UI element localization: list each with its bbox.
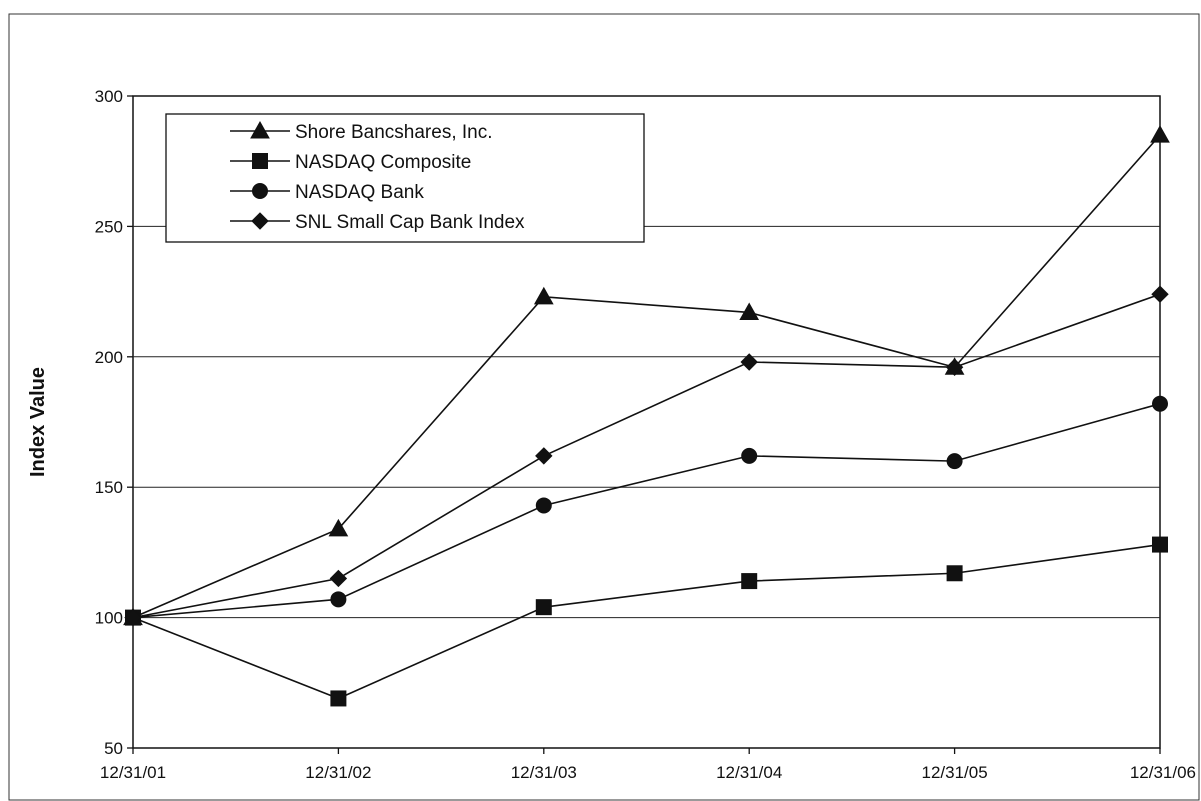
y-axis-ticks: 50 100 150 200 250 300 <box>95 87 133 758</box>
y-axis-title: Index Value <box>27 367 49 477</box>
data-point-diamond <box>329 569 348 588</box>
series-circle <box>125 395 1168 626</box>
legend-item: Shore Bancshares, Inc. <box>230 120 493 143</box>
data-point-square <box>741 573 758 590</box>
legend-marker-square <box>252 153 268 169</box>
legend-marker-diamond <box>251 212 269 230</box>
y-tick-label: 200 <box>95 348 123 367</box>
legend-item: SNL Small Cap Bank Index <box>230 212 525 233</box>
x-tick-label: 12/31/02 <box>305 763 371 782</box>
x-tick-label: 12/31/04 <box>716 763 782 782</box>
data-point-triangle <box>328 518 349 537</box>
series-line <box>132 402 1161 619</box>
y-tick-label: 50 <box>104 739 123 758</box>
data-point-square <box>330 690 347 707</box>
data-point-circle <box>741 447 758 464</box>
data-point-diamond <box>740 353 758 371</box>
plot-area <box>132 95 1161 749</box>
series-line <box>132 543 1161 700</box>
data-point-square <box>535 599 552 616</box>
legend: Shore Bancshares, Inc. NASDAQ Composite NA… <box>165 113 645 243</box>
series-line <box>132 293 1161 619</box>
legend-label: NASDAQ Composite <box>295 152 471 173</box>
series-line <box>132 134 1161 619</box>
series-group <box>123 125 1170 707</box>
legend-marker-triangle <box>250 120 270 139</box>
page-frame <box>8 13 1200 801</box>
legend-marker-circle <box>252 183 268 199</box>
x-tick-label: 12/31/06 <box>1130 763 1196 782</box>
series-diamond <box>124 285 1169 627</box>
x-tick-label: 12/31/03 <box>511 763 577 782</box>
data-point-diamond <box>535 447 553 465</box>
series-square <box>125 536 1168 707</box>
data-point-diamond <box>1151 285 1169 303</box>
data-point-triangle <box>533 286 554 305</box>
legend-item: NASDAQ Composite <box>230 152 471 173</box>
y-tick-label: 300 <box>95 87 123 106</box>
data-point-circle <box>1152 395 1168 412</box>
x-tick-label: 12/31/01 <box>100 763 166 782</box>
data-point-circle <box>535 497 552 514</box>
data-point-diamond <box>124 608 142 627</box>
data-point-triangle <box>739 302 760 320</box>
data-point-square <box>1152 536 1168 553</box>
data-point-circle <box>330 591 347 608</box>
data-point-diamond <box>945 358 964 376</box>
legend-item: NASDAQ Bank <box>230 182 424 203</box>
data-point-triangle <box>1150 125 1170 143</box>
legend-label: NASDAQ Bank <box>295 182 424 203</box>
x-tick-label: 12/31/05 <box>922 763 988 782</box>
x-axis-ticks: 12/31/01 12/31/02 12/31/03 12/31/04 12/31/05… <box>100 748 1196 782</box>
data-point-square <box>946 565 963 582</box>
y-tick-label: 250 <box>95 217 123 236</box>
legend-label: SNL Small Cap Bank Index <box>295 212 525 233</box>
y-tick-label: 100 <box>95 609 123 628</box>
gridlines <box>133 225 1160 619</box>
y-tick-label: 150 <box>95 478 123 497</box>
legend-label: Shore Bancshares, Inc. <box>295 122 493 143</box>
data-point-circle <box>946 453 963 470</box>
